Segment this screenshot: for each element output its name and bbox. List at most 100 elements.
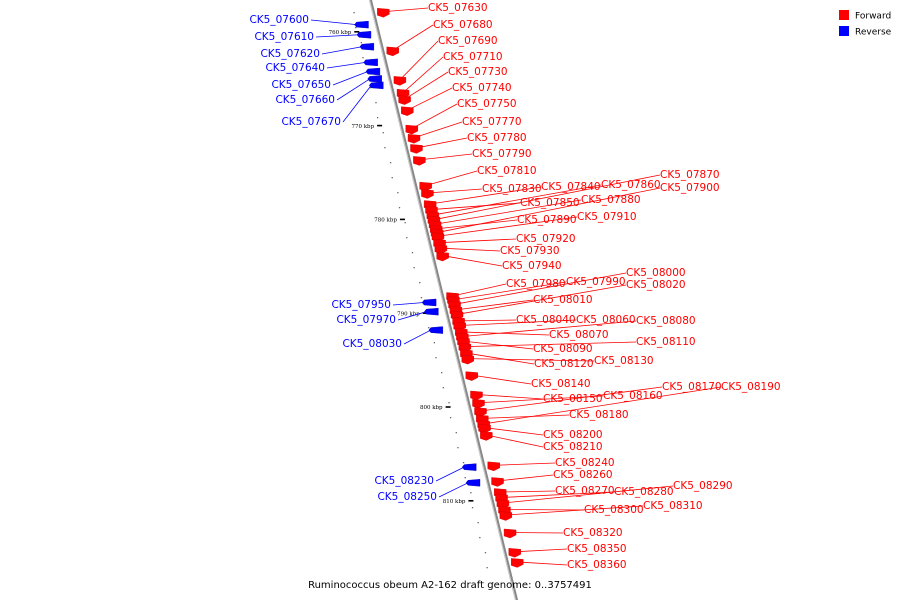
- position-dot: [384, 147, 386, 149]
- gene-arrow-ck5_07790: [413, 156, 426, 166]
- tick-mark: [422, 312, 428, 314]
- genome-backbone: [368, 0, 519, 600]
- gene-label: CK5_07980: [506, 278, 566, 290]
- gene-arrow-ck5_08320: [503, 528, 517, 539]
- leader-line: [514, 548, 568, 553]
- position-dot: [471, 507, 474, 509]
- gene-label: CK5_07990: [566, 276, 626, 288]
- leader-line: [462, 320, 637, 337]
- position-dot: [376, 117, 379, 119]
- gene-label: CK5_07600: [249, 14, 309, 26]
- gene-label: CK5_08130: [594, 355, 654, 367]
- leader-line: [452, 283, 507, 297]
- genome-caption: Ruminococcus obeum A2-162 draft genome: …: [308, 580, 592, 591]
- position-dot: [470, 492, 472, 494]
- tick-mark: [399, 218, 405, 221]
- position-dot: [442, 387, 444, 389]
- leader-line: [336, 78, 370, 101]
- leader-line: [467, 358, 595, 362]
- scale-ticks: 760 kbp 770 kbp 780 kbp 790 kbp 800 kbp 810 k…: [329, 30, 474, 505]
- leader-line: [383, 7, 429, 13]
- gene-label: CK5_08270: [555, 485, 615, 497]
- leader-line: [437, 187, 661, 233]
- leader-line: [453, 281, 567, 301]
- gene-label: CK5_08080: [636, 315, 696, 327]
- gene-label: CK5_07620: [260, 48, 320, 60]
- gene-arrow-ck5_07750: [405, 124, 418, 135]
- position-dot: [413, 267, 415, 269]
- gene-arrow-ck5_08150: [470, 390, 483, 401]
- position-dot: [448, 402, 450, 404]
- gene-arrow-ck5_08240: [487, 461, 500, 472]
- gene-arrow-ck5_07680: [386, 46, 399, 57]
- leader-line: [502, 485, 674, 504]
- position-dot: [462, 462, 465, 464]
- gene-label: CK5_08180: [569, 409, 629, 421]
- gene-arrow-ck5_08140: [465, 371, 478, 381]
- position-dots: [353, 12, 494, 584]
- gene-arrow-ck5_08350: [508, 548, 521, 558]
- leader-line: [310, 19, 357, 26]
- gene-label: CK5_08110: [636, 336, 696, 348]
- gene-arrow-ck5_08130: [461, 354, 474, 365]
- gene-arrow-ck5_07830: [421, 189, 434, 199]
- gene-arrow-ck5_08170: [474, 407, 487, 417]
- leader-line: [438, 482, 469, 498]
- gene-label: CK5_07650: [271, 79, 331, 91]
- gene-label: CK5_07660: [275, 94, 335, 106]
- leader-line: [483, 386, 722, 425]
- position-dot: [360, 42, 363, 44]
- gene-label: CK5_07870: [660, 169, 720, 181]
- gene-label: CK5_07880: [581, 194, 641, 206]
- tick-mark: [445, 406, 451, 408]
- leader-lines: [310, 7, 722, 566]
- gene-label: CK5_08140: [531, 378, 591, 390]
- leader-line: [392, 302, 425, 306]
- position-dot: [389, 162, 392, 164]
- gene-label: CK5_07860: [601, 179, 661, 191]
- leader-line: [504, 509, 585, 511]
- gene-label: CK5_07610: [254, 31, 314, 43]
- gene-label: CK5_08290: [673, 480, 733, 492]
- leader-line: [439, 238, 517, 244]
- position-dot: [449, 417, 452, 419]
- leader-line: [497, 474, 554, 482]
- tick-mark: [468, 500, 474, 502]
- leader-line: [416, 137, 468, 149]
- gene-label: CK5_08000: [626, 267, 686, 279]
- leader-line: [442, 255, 503, 267]
- gene-arrow-ck5_07930: [434, 244, 448, 254]
- gene-arrow-ck5_07970: [424, 307, 439, 316]
- gene-arrow-ck5_07640: [363, 58, 378, 67]
- position-dot: [397, 192, 399, 194]
- leader-line: [437, 216, 578, 237]
- leader-line: [413, 121, 463, 139]
- gene-label: CK5_08040: [516, 314, 576, 326]
- leader-line: [435, 199, 582, 225]
- gene-label: CK5_08360: [567, 559, 627, 571]
- gene-label: CK5_08190: [721, 381, 781, 393]
- leader-line: [464, 341, 637, 348]
- gene-arrow-ck5_08310: [499, 511, 513, 521]
- position-dot: [391, 177, 393, 179]
- leader-line: [321, 46, 362, 55]
- gene-arrow-ck5_08200: [478, 423, 491, 434]
- leader-line: [332, 71, 369, 86]
- gene-label: CK5_07810: [477, 165, 537, 177]
- leader-line: [461, 331, 550, 336]
- gene-label: CK5_07710: [443, 51, 503, 63]
- gene-label: CK5_08060: [576, 314, 636, 326]
- leader-line: [459, 319, 577, 326]
- gene-arrow-ck5_07730: [398, 95, 411, 105]
- leader-line: [427, 188, 483, 194]
- gene-label: CK5_07790: [472, 148, 532, 160]
- gene-arrow-ck5_07780: [410, 144, 423, 154]
- gene-arrow-ck5_07600: [354, 20, 369, 29]
- leader-line: [454, 272, 627, 305]
- gene-label: CK5_07770: [462, 116, 522, 128]
- position-dot: [435, 357, 437, 359]
- leader-line: [476, 394, 544, 400]
- leader-line: [458, 319, 517, 322]
- leader-line: [399, 40, 439, 81]
